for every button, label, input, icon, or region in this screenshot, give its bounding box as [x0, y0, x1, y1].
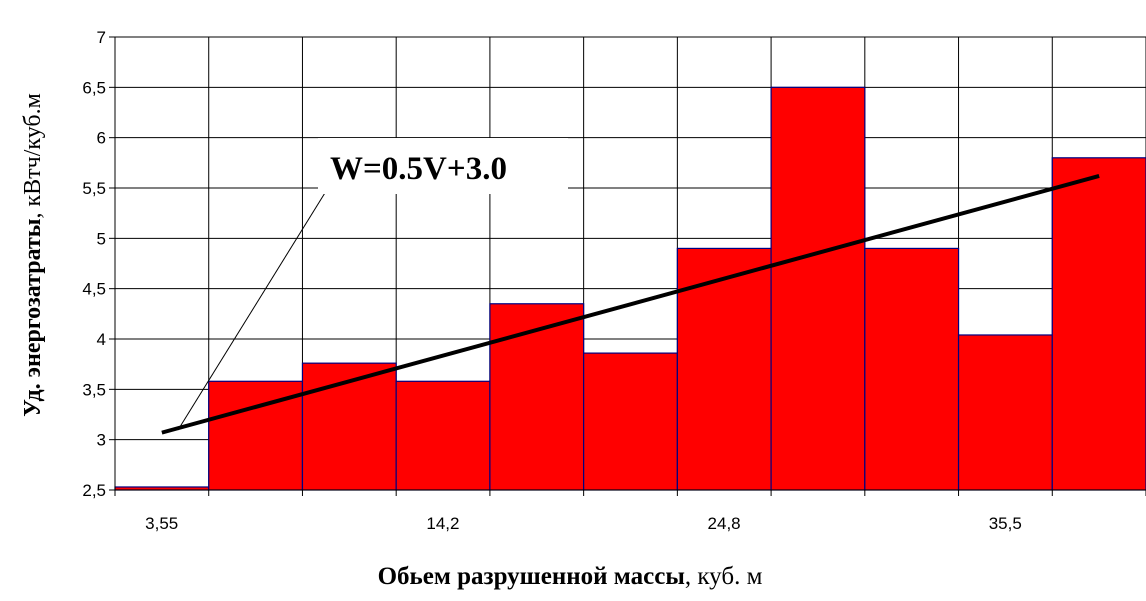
- y-tick-label: 4,5: [82, 280, 106, 299]
- bar: [770, 86, 866, 491]
- axes: [109, 36, 1146, 496]
- y-tick-label: 4: [97, 330, 106, 349]
- x-tick-label: 35,5: [989, 514, 1022, 533]
- annotation-callout-line: [177, 187, 329, 431]
- x-axis-label-bold: Обьем разрушенной массы: [378, 563, 685, 590]
- bar: [864, 247, 960, 491]
- bar: [583, 352, 678, 491]
- y-axis-label: Уд. энергозатраты, кВтч/куб.м: [20, 93, 46, 417]
- y-tick-label: 5: [97, 229, 106, 248]
- bar: [957, 334, 1053, 491]
- y-tick-label: 6,5: [82, 78, 106, 97]
- y-axis-label-unit: , кВтч/куб.м: [20, 93, 46, 218]
- bars: [114, 86, 1146, 491]
- annotation-box: [318, 138, 568, 194]
- y-tick-label: 3: [97, 431, 106, 450]
- y-tick-label: 3,5: [82, 380, 106, 399]
- y-tick-label: 2,5: [82, 481, 106, 500]
- bar: [489, 303, 585, 491]
- x-tick-label: 24,8: [708, 514, 741, 533]
- y-axis-label-bold: Уд. энергозатраты: [20, 218, 46, 417]
- bar: [1051, 157, 1146, 491]
- bar: [676, 247, 772, 491]
- x-axis-label: Обьем разрушенной массы, куб. м: [378, 563, 763, 590]
- y-tick-labels: 2,5 3 3,5 4 4,5 5 5,5 6 6,5 7: [82, 28, 106, 500]
- x-axis-label-unit: , куб. м: [685, 563, 763, 590]
- x-tick-labels: 3,55 14,2 24,8 35,5: [145, 514, 1022, 533]
- bar: [395, 380, 491, 491]
- x-tick-label: 14,2: [426, 514, 459, 533]
- y-tick-label: 5,5: [82, 179, 106, 198]
- x-tick-label: 3,55: [145, 514, 178, 533]
- annotation-equation: W=0.5V+3.0: [330, 151, 507, 187]
- trend-line: [161, 173, 1100, 435]
- y-tick-label: 7: [97, 28, 106, 47]
- y-tick-label: 6: [97, 129, 106, 148]
